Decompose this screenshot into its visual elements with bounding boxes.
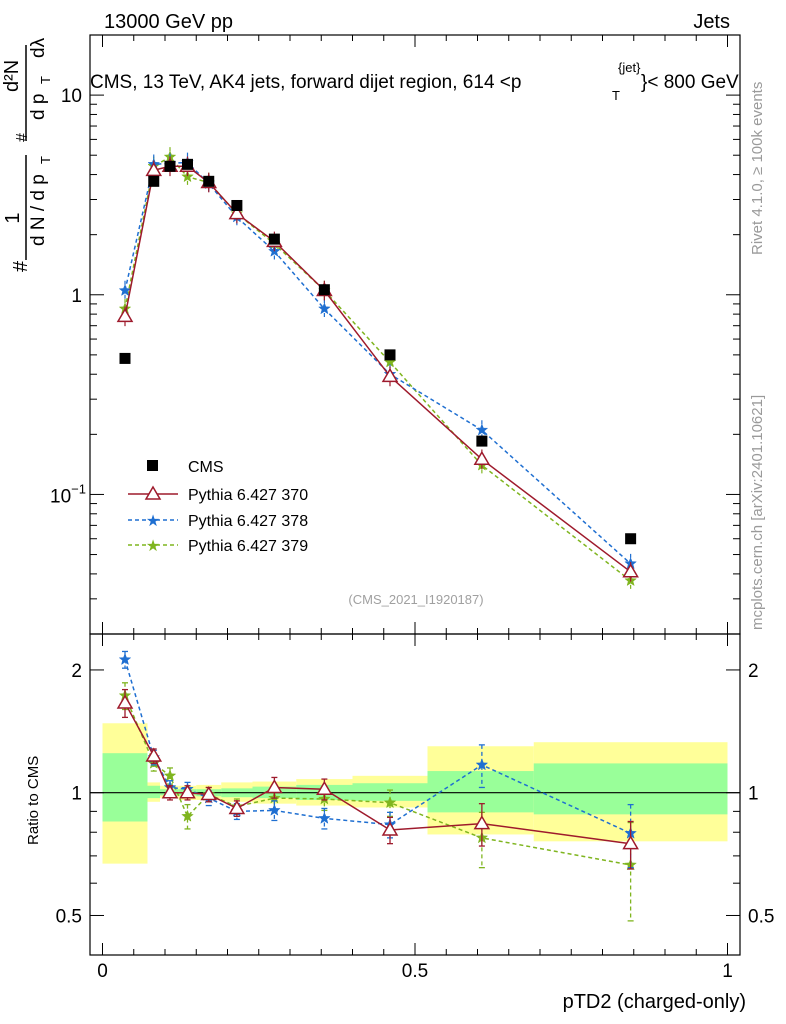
main-ytick-label: 10−1 <box>50 481 86 507</box>
main-ytick-label-base: 10 <box>50 486 71 507</box>
main-point-data <box>119 352 131 364</box>
main-point-p370 <box>116 307 134 323</box>
ratio-ytick-label: 0.5 <box>56 906 82 927</box>
main-point-data <box>182 158 193 170</box>
legend-378-marker: ★ <box>128 511 178 530</box>
ratio-xtick-label: 1 <box>722 961 733 982</box>
legend-370-label: Pythia 6.427 370 <box>188 487 308 504</box>
plot-title-sub: T <box>612 88 620 103</box>
main-point-data <box>203 175 215 187</box>
ylabel-den2-sub: T <box>38 76 53 84</box>
main-point-p378 <box>118 283 132 296</box>
ratio-point-p370 <box>200 786 218 801</box>
ratio-point-p370 <box>622 835 639 850</box>
main-point-p370 <box>145 161 163 177</box>
legend-379-label: Pythia 6.427 379 <box>188 538 308 555</box>
ratio-ytick-label: 1 <box>71 784 82 805</box>
ratio-point-p370 <box>179 784 196 799</box>
ratio-point-p370 <box>145 747 163 762</box>
plot-title-main: CMS, 13 TeV, AK4 jets, forward dijet reg… <box>90 72 521 93</box>
ylabel-den1-sub: T <box>38 156 53 164</box>
main-ytick-label: 10 <box>61 86 82 107</box>
ratio-point-p370 <box>473 815 491 830</box>
ratio-band-inner <box>427 771 534 813</box>
ratio-point-p370 <box>161 784 179 799</box>
ratio-point-p370 <box>266 778 283 794</box>
main-ylabel: # 1 d N / d p T d²N # d p T dλ <box>1 37 53 272</box>
main-point-p378 <box>318 302 331 315</box>
ratio-ytick-label-right: 1 <box>748 784 759 805</box>
ratio-band-inner <box>102 753 148 822</box>
legend: CMS Pythia 6.427 370 ★ Pythia 6.427 378 … <box>128 459 308 555</box>
mcplots-label: mcplots.cern.ch [arXiv:2401.10621] <box>749 395 766 630</box>
main-point-data <box>625 533 637 545</box>
svg-text:★: ★ <box>146 511 160 530</box>
ylabel-den2: d p <box>28 94 49 120</box>
ratio-point-p379 <box>181 809 194 822</box>
ratio-point-p379 <box>163 769 177 782</box>
watermark: (CMS_2021_I1920187) <box>348 592 483 607</box>
main-point-data <box>476 435 488 447</box>
main-ytick-label-exp: −1 <box>71 481 86 496</box>
ylabel-den1: d N / d p <box>28 174 49 246</box>
main-point-data <box>164 160 176 172</box>
main-point-p370 <box>473 450 491 466</box>
ratio-point-p378 <box>118 652 132 666</box>
ratio-point-p378 <box>318 811 331 824</box>
main-point-data <box>148 175 160 187</box>
ratio-point-p378 <box>268 803 281 816</box>
header-left: 13000 GeV pp <box>104 11 233 33</box>
ratio-point-p378 <box>475 758 489 771</box>
ratio-point-p379 <box>383 795 397 809</box>
legend-379-marker: ★ <box>128 536 178 555</box>
ratio-ylabel: Ratio to CMS <box>25 756 42 845</box>
ylabel-hash2: # <box>14 133 31 142</box>
ratio-ytick-label-right: 0.5 <box>748 906 774 927</box>
ylabel-one: 1 <box>2 212 24 223</box>
main-point-p370 <box>381 367 399 383</box>
ratio-ytick-label: 2 <box>71 661 82 682</box>
plot-title: CMS, 13 TeV, AK4 jets, forward dijet reg… <box>90 72 521 93</box>
main-point-p378 <box>475 423 489 436</box>
main-line-p370 <box>124 165 632 573</box>
ratio-band-inner <box>147 785 160 799</box>
legend-cms-label: CMS <box>188 459 224 476</box>
plot-title-sup: {jet} <box>618 60 641 75</box>
main-point-p370 <box>622 563 639 578</box>
ylabel-hash1: # <box>10 260 32 272</box>
main-point-p379 <box>181 170 194 183</box>
ratio-panel: 0.5 0.5 1 1 2 2 0 0.5 1 Ratio to CMS pTD2 (charg… <box>25 633 774 1013</box>
svg-text:★: ★ <box>146 536 160 555</box>
ratio-point-p370 <box>228 799 246 815</box>
ratio-xtick-label: 0.5 <box>402 961 428 982</box>
header-right: Jets <box>693 11 730 33</box>
main-point-data <box>384 349 396 361</box>
x-axis-label: pTD2 (charged-only) <box>563 991 746 1013</box>
ratio-xtick-label: 0 <box>97 961 108 982</box>
legend-cms-marker <box>147 460 158 471</box>
ratio-ytick-label-right: 2 <box>748 661 759 682</box>
ratio-point-p370 <box>316 780 333 795</box>
main-point-p370 <box>228 205 246 220</box>
main-ytick-label: 1 <box>71 286 82 307</box>
ylabel-num2: d²N <box>1 60 23 92</box>
legend-378-label: Pythia 6.427 378 <box>188 513 308 530</box>
main-point-data <box>231 199 243 211</box>
main-point-data <box>268 233 280 245</box>
plot-title-end: }< 800 GeV <box>641 72 739 93</box>
main-point-data <box>318 284 330 296</box>
ylabel-dlambda: dλ <box>28 37 49 58</box>
legend-370-marker <box>128 485 178 500</box>
rivet-label: Rivet 4.1.0, ≥ 100k events <box>749 82 766 255</box>
ratio-point-p370 <box>116 694 134 709</box>
ratio-point-p370 <box>381 821 399 836</box>
